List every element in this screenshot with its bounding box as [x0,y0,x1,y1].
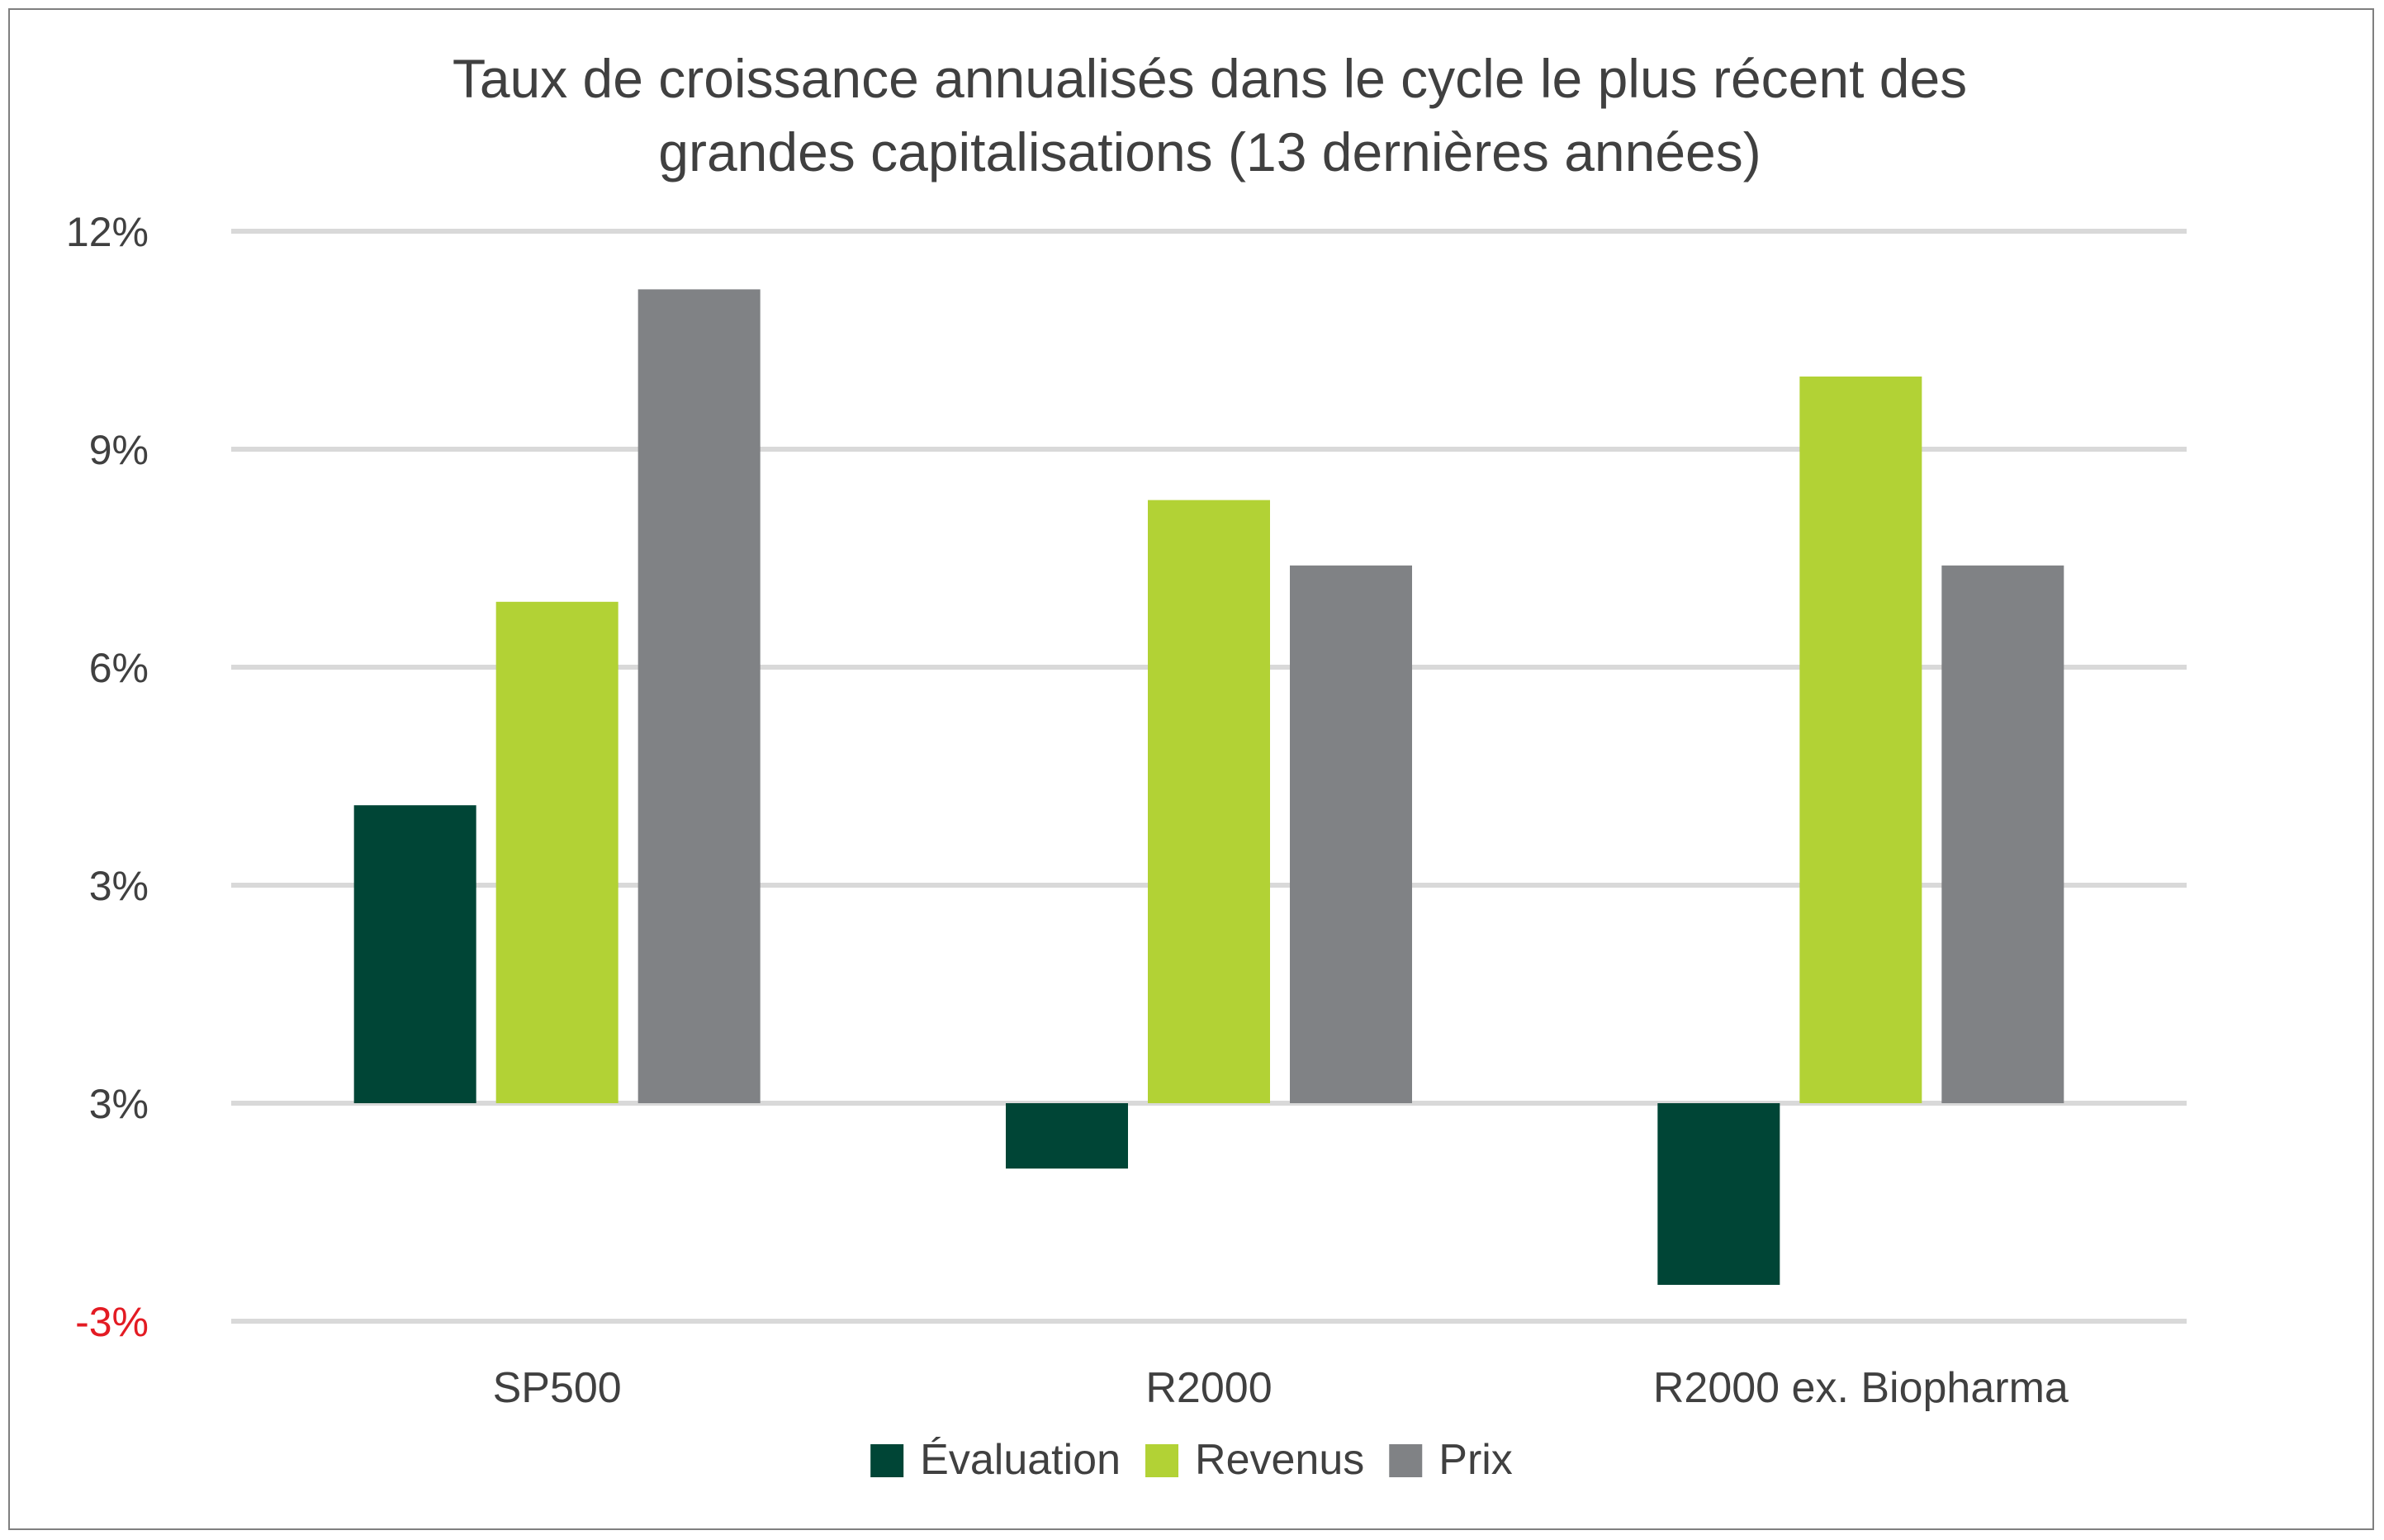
y-tick-label: 9% [89,427,149,473]
bar-prix-0 [637,289,761,1103]
category-labels: SP500 R2000 R2000 ex. Biopharma [493,1364,2069,1412]
legend-label: Évaluation [920,1436,1121,1484]
bar-evaluation-1 [1006,1103,1128,1169]
chart-title-line-2: grandes capitalisations (13 dernières an… [658,121,1761,182]
legend-item: Revenus [1145,1436,1364,1484]
legend-label: Revenus [1195,1436,1364,1484]
bar-evaluation-0 [353,805,476,1103]
y-tick-label: 3% [89,863,149,909]
bar-prix-1 [1290,565,1412,1103]
bar-revenus-1 [1148,500,1270,1103]
y-tick-label: 12% [66,209,149,255]
chart-title: Taux de croissance annualisés dans le cy… [453,48,1967,182]
bars [353,289,2064,1285]
legend-swatch [870,1444,904,1477]
category-label: R2000 [1145,1364,1272,1412]
bar-evaluation-2 [1657,1103,1780,1285]
bar-revenus-0 [495,601,619,1103]
category-label: SP500 [493,1364,622,1412]
y-tick-label: -3% [75,1299,149,1345]
legend-item: Évaluation [870,1436,1121,1484]
y-axis-ticks: 12% 9% 6% 3% 3% -3% [66,209,149,1345]
legend-item: Prix [1389,1436,1513,1484]
legend-swatch [1145,1444,1179,1477]
bar-revenus-2 [1799,377,1922,1103]
legend-label: Prix [1438,1436,1513,1484]
legend: Évaluation Revenus Prix [870,1436,1513,1484]
y-tick-label: 6% [89,645,149,691]
bar-prix-2 [1941,565,2064,1103]
y-tick-label: 3% [89,1081,149,1127]
chart-title-line-1: Taux de croissance annualisés dans le cy… [453,48,1967,109]
category-label: R2000 ex. Biopharma [1653,1364,2069,1412]
legend-swatch [1389,1444,1423,1477]
